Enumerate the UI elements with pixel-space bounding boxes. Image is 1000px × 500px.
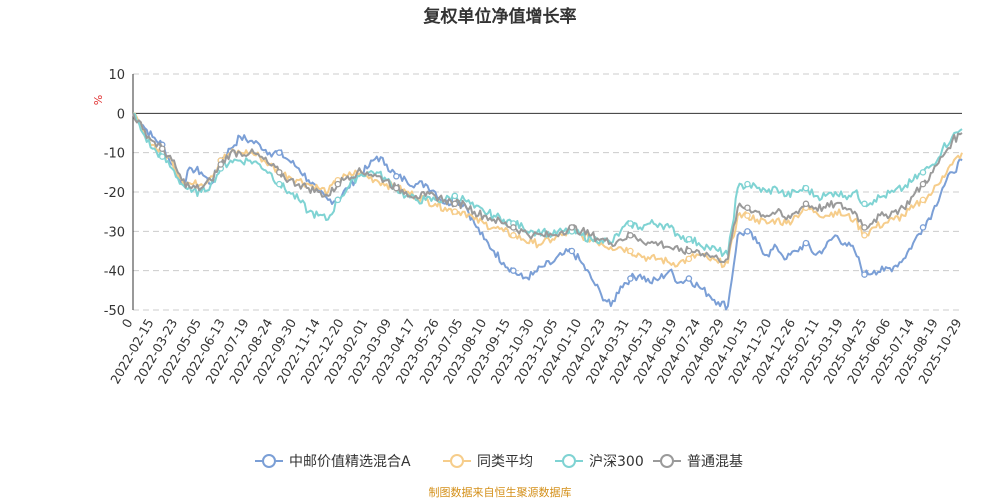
series-point <box>802 239 810 247</box>
series-point <box>919 196 927 204</box>
y-axis: 10 0 -10 -20 -30 -40 -50 <box>104 68 134 319</box>
y-tick-label: 0 <box>117 107 125 122</box>
series-point <box>451 208 459 215</box>
series-point <box>217 161 225 168</box>
series-point <box>627 220 634 227</box>
series-point <box>393 184 400 192</box>
series-point <box>627 247 634 255</box>
legend-item-2[interactable]: 沪深300 <box>555 454 644 470</box>
series-point <box>861 200 868 208</box>
series-point <box>744 204 751 211</box>
series-point <box>861 232 868 239</box>
series-point <box>568 247 576 255</box>
series-point <box>802 200 810 208</box>
chart-title: 复权单位净值增长率 <box>423 6 577 27</box>
series-point <box>451 192 459 200</box>
series-lines <box>132 112 963 311</box>
series-point <box>510 232 517 239</box>
series-point <box>627 275 634 282</box>
y-tick-label: 10 <box>108 68 125 83</box>
series-line-3 <box>132 113 963 264</box>
series-point <box>685 255 693 263</box>
series-point <box>744 180 751 188</box>
series-point <box>510 267 517 274</box>
grid-lines <box>133 73 962 311</box>
legend-marker-icon <box>660 454 674 468</box>
series-line-0 <box>132 112 963 311</box>
series-point <box>510 224 517 231</box>
series-point <box>685 247 693 255</box>
series-point <box>919 169 927 176</box>
legend: 中邮价值精选混合A 同类平均 沪深300 普通混基 <box>255 453 743 470</box>
series-point <box>627 232 634 239</box>
x-tick-label: 0 <box>119 316 136 330</box>
legend-marker-icon <box>562 454 576 468</box>
series-point <box>744 212 751 219</box>
series-point <box>159 153 166 160</box>
series-point <box>568 224 576 231</box>
series-point <box>802 184 810 192</box>
series-point <box>861 224 868 231</box>
series-point <box>334 180 342 188</box>
legend-item-1[interactable]: 同类平均 <box>443 454 533 470</box>
legend-label: 中邮价值精选混合A <box>289 454 411 470</box>
legend-marker-icon <box>450 454 464 468</box>
series-point <box>393 173 400 180</box>
series-point <box>861 271 868 278</box>
y-unit-label: % <box>92 95 105 105</box>
series-point <box>685 275 693 282</box>
y-tick-label: -30 <box>104 225 125 240</box>
legend-item-0[interactable]: 中邮价值精选混合A <box>255 454 411 470</box>
series-point <box>744 228 751 235</box>
series-point <box>451 200 459 208</box>
legend-label: 沪深300 <box>589 454 644 470</box>
legend-marker-icon <box>262 454 276 468</box>
y-tick-label: -20 <box>104 186 125 201</box>
series-point <box>276 180 283 188</box>
series-point <box>919 180 927 188</box>
legend-label: 普通混基 <box>687 453 743 470</box>
series-point <box>276 149 283 156</box>
y-tick-label: -10 <box>104 147 125 162</box>
legend-label: 同类平均 <box>477 454 533 470</box>
series-point <box>159 145 166 152</box>
series-point <box>685 235 693 243</box>
y-tick-label: -50 <box>104 304 125 319</box>
series-point <box>334 196 342 204</box>
series-point <box>919 224 927 231</box>
series-line-1 <box>132 112 963 269</box>
y-tick-label: -40 <box>104 265 125 280</box>
source-note: 制图数据来自恒生聚源数据库 <box>429 485 572 499</box>
series-point <box>276 169 283 176</box>
legend-item-3[interactable]: 普通混基 <box>653 453 743 470</box>
